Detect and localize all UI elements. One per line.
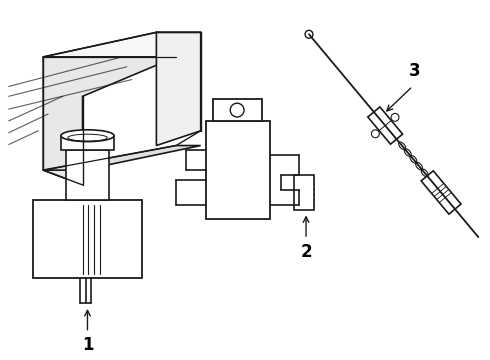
Polygon shape: [61, 136, 114, 150]
Text: 2: 2: [300, 243, 312, 261]
Circle shape: [391, 113, 399, 121]
Polygon shape: [66, 150, 109, 200]
Polygon shape: [43, 145, 201, 170]
Ellipse shape: [61, 130, 114, 141]
Text: 1: 1: [82, 336, 93, 354]
Polygon shape: [368, 107, 403, 144]
Polygon shape: [213, 99, 262, 121]
Polygon shape: [421, 171, 461, 214]
Polygon shape: [43, 32, 201, 57]
Polygon shape: [33, 200, 142, 278]
Polygon shape: [294, 175, 314, 210]
Circle shape: [371, 130, 379, 138]
Polygon shape: [43, 57, 176, 185]
Polygon shape: [156, 32, 201, 145]
Text: 3: 3: [409, 62, 420, 80]
Circle shape: [305, 30, 313, 38]
Polygon shape: [206, 121, 270, 219]
